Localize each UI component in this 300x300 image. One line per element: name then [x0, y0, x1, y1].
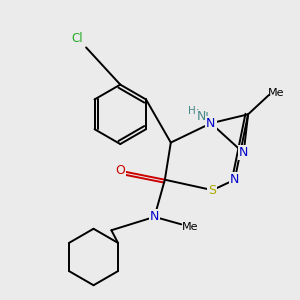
Text: N: N: [230, 173, 239, 186]
Text: N: N: [206, 117, 216, 130]
Text: H: H: [188, 106, 196, 116]
Text: Cl: Cl: [71, 32, 83, 45]
Text: S: S: [208, 184, 216, 196]
Text: H: H: [190, 109, 199, 119]
Text: Me: Me: [268, 88, 285, 98]
Text: N: N: [239, 146, 248, 160]
Text: N: N: [150, 210, 159, 224]
Text: N: N: [196, 110, 206, 123]
Text: O: O: [115, 164, 125, 177]
Text: N: N: [200, 111, 208, 124]
Text: Me: Me: [182, 222, 198, 232]
